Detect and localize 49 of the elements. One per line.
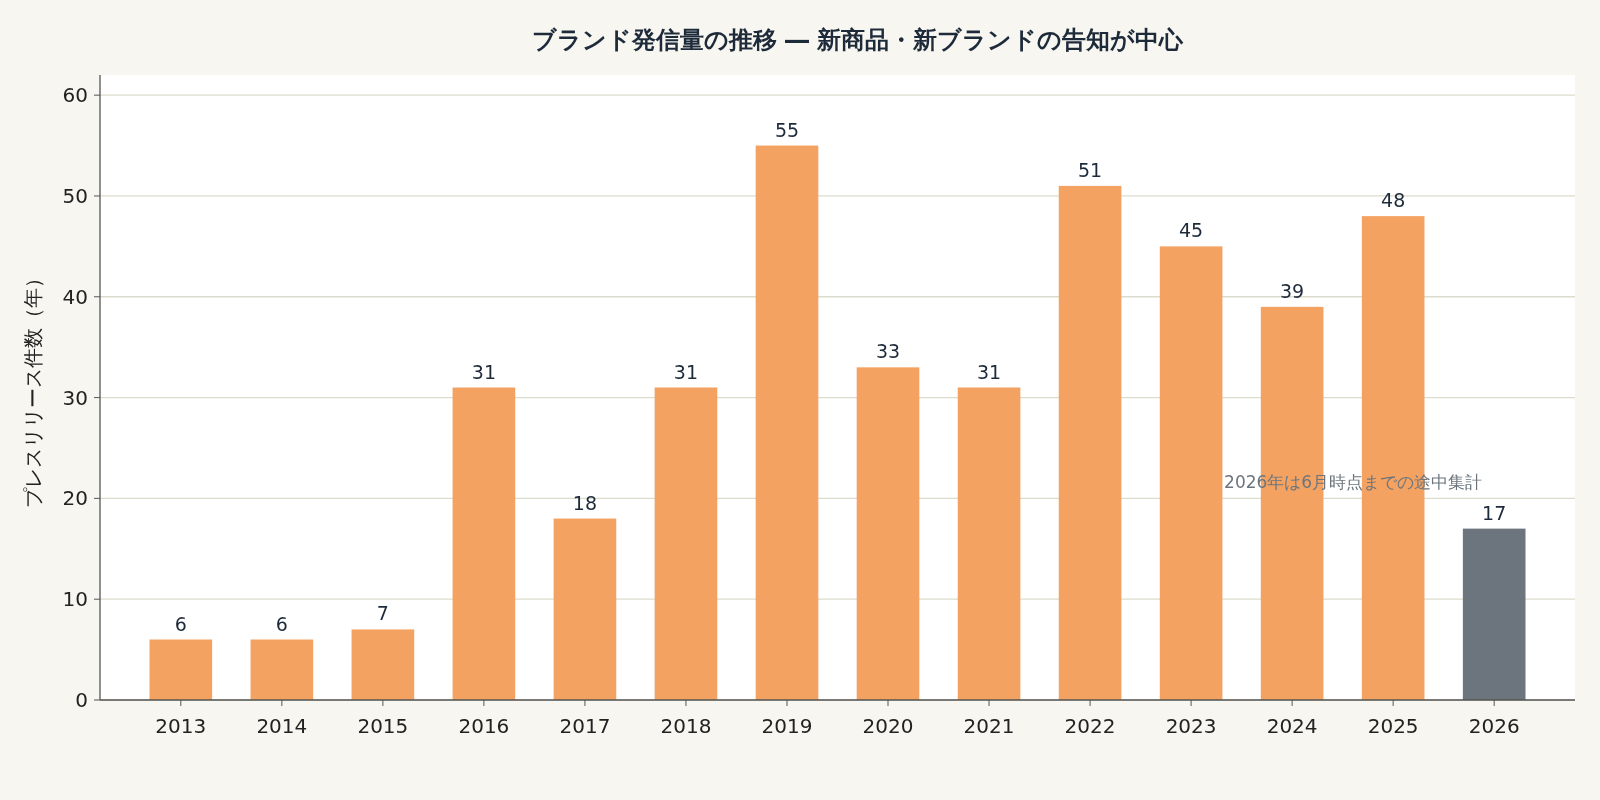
x-tick-label: 2026 xyxy=(1468,714,1520,738)
data-label: 17 xyxy=(1482,501,1507,524)
x-tick-label: 2013 xyxy=(155,714,207,738)
y-axis-title: プレスリリース件数（年） xyxy=(21,267,45,508)
data-label: 33 xyxy=(875,340,901,363)
y-tick-label: 20 xyxy=(62,486,88,511)
y-tick-label: 30 xyxy=(62,385,88,410)
chart-title: ブランド発信量の推移 ― 新商品・新ブランドの告知が中心 xyxy=(531,26,1185,54)
bar xyxy=(755,145,819,700)
x-tick-label: 2015 xyxy=(357,714,409,738)
data-label: 31 xyxy=(976,360,1002,383)
x-tick-label: 2025 xyxy=(1367,714,1419,738)
y-tick-label: 60 xyxy=(62,83,88,108)
data-label: 6 xyxy=(275,612,288,635)
bar xyxy=(1462,528,1526,700)
x-tick-label: 2022 xyxy=(1064,714,1116,738)
data-label: 7 xyxy=(376,602,389,625)
bar xyxy=(452,387,516,700)
y-tick-label: 10 xyxy=(62,587,88,612)
bar xyxy=(1159,246,1223,700)
data-label: 45 xyxy=(1179,219,1204,242)
data-label: 6 xyxy=(174,612,187,635)
bar xyxy=(250,639,314,700)
bar xyxy=(149,639,213,700)
data-label: 18 xyxy=(572,491,598,514)
x-tick-label: 2018 xyxy=(660,714,712,738)
data-label: 51 xyxy=(1077,158,1103,181)
bar xyxy=(553,518,617,700)
bar xyxy=(654,387,718,700)
bar xyxy=(351,629,415,700)
bar xyxy=(856,367,920,700)
y-tick-label: 40 xyxy=(62,284,88,309)
bar xyxy=(1058,185,1122,700)
data-label: 48 xyxy=(1381,189,1406,212)
x-tick-label: 2016 xyxy=(458,714,510,738)
x-tick-label: 2019 xyxy=(761,714,813,738)
x-tick-label: 2020 xyxy=(862,714,914,738)
data-label: 31 xyxy=(673,360,699,383)
x-tick-label: 2023 xyxy=(1165,714,1217,738)
x-tick-label: 2014 xyxy=(256,714,308,738)
bar xyxy=(957,387,1021,700)
data-label: 31 xyxy=(471,360,496,383)
x-tick-label: 2024 xyxy=(1266,714,1318,738)
y-tick-label: 50 xyxy=(62,183,88,208)
data-label: 55 xyxy=(774,118,800,141)
x-tick-label: 2021 xyxy=(963,714,1015,738)
data-label: 39 xyxy=(1280,279,1305,302)
y-tick-label: 0 xyxy=(75,688,88,712)
x-tick-label: 2017 xyxy=(559,714,611,738)
